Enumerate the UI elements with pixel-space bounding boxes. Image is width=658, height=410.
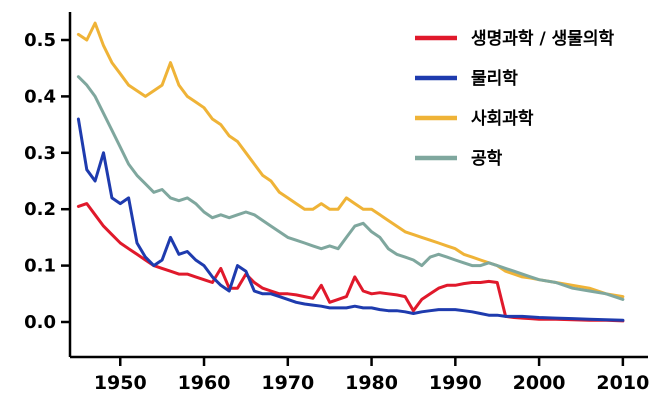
y-tick-label: 0.3 <box>24 143 56 164</box>
series-line-물리학 <box>76 117 625 322</box>
x-tick-label: 2000 <box>513 372 566 394</box>
y-tick-label: 0.0 <box>24 312 56 333</box>
y-tick-label: 0.2 <box>24 199 56 220</box>
y-tick-label: 0.4 <box>24 86 56 107</box>
legend-label-1: 물리학 <box>471 69 518 89</box>
x-tick-label: 1950 <box>94 372 147 394</box>
x-tick-label: 1990 <box>429 372 482 394</box>
x-tick-label: 1980 <box>345 372 398 394</box>
legend-label-3: 공학 <box>471 149 503 169</box>
series-line-사회과학 <box>76 21 625 299</box>
series-line-생명과학-생물의학 <box>76 202 625 323</box>
x-tick-label: 1960 <box>178 372 231 394</box>
legend-label-0: 생명과학 / 생물의학 <box>471 29 615 49</box>
x-tick-label: 1970 <box>261 372 314 394</box>
y-tick-label: 0.5 <box>24 30 56 51</box>
x-tick-label: 2010 <box>596 372 649 394</box>
legend-label-2: 사회과학 <box>471 109 534 129</box>
series-line-공학 <box>76 75 625 301</box>
y-tick-label: 0.1 <box>24 256 56 277</box>
